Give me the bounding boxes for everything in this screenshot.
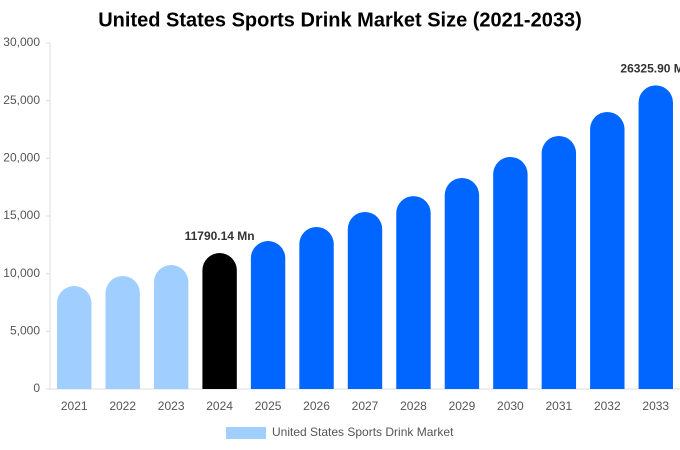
bar (493, 156, 528, 389)
x-tick-label: 2026 (303, 399, 330, 413)
x-tick-label: 2028 (400, 399, 427, 413)
x-tick-label: 2029 (449, 399, 476, 413)
bar (444, 177, 480, 389)
bar (638, 85, 673, 390)
y-tick-label: 30,000 (3, 35, 40, 49)
y-tick-label: 0 (33, 381, 40, 395)
x-tick-label: 2022 (109, 399, 136, 413)
bar (347, 211, 383, 389)
x-tick-label: 2030 (497, 399, 524, 413)
bar (250, 241, 286, 389)
x-tick-label: 2031 (545, 399, 572, 413)
x-tick-label: 2033 (642, 399, 669, 413)
x-tick-label: 2023 (158, 399, 185, 413)
y-tick-label: 25,000 (3, 93, 40, 107)
legend-swatch (226, 427, 266, 439)
y-tick-label: 20,000 (3, 151, 40, 165)
x-tick-label: 2021 (61, 399, 88, 413)
bar (153, 265, 189, 389)
x-tick-label: 2032 (594, 399, 621, 413)
bar (590, 111, 625, 390)
y-tick-label: 15,000 (3, 208, 40, 222)
value-label: 11790.14 Mn (185, 229, 255, 243)
legend-label: United States Sports Drink Market (272, 425, 454, 439)
x-tick-label: 2024 (206, 399, 233, 413)
bar (202, 253, 237, 389)
chart-title: United States Sports Drink Market Size (… (98, 9, 582, 31)
y-tick-label: 10,000 (3, 266, 40, 280)
bar (57, 286, 92, 389)
bar (299, 226, 334, 389)
bar (541, 135, 577, 389)
x-tick-label: 2027 (352, 399, 379, 413)
bar (396, 196, 431, 389)
bar (105, 275, 140, 389)
x-tick-label: 2025 (255, 399, 282, 413)
y-tick-label: 5,000 (10, 324, 40, 338)
value-label: 26325.90 Mn (620, 62, 680, 76)
